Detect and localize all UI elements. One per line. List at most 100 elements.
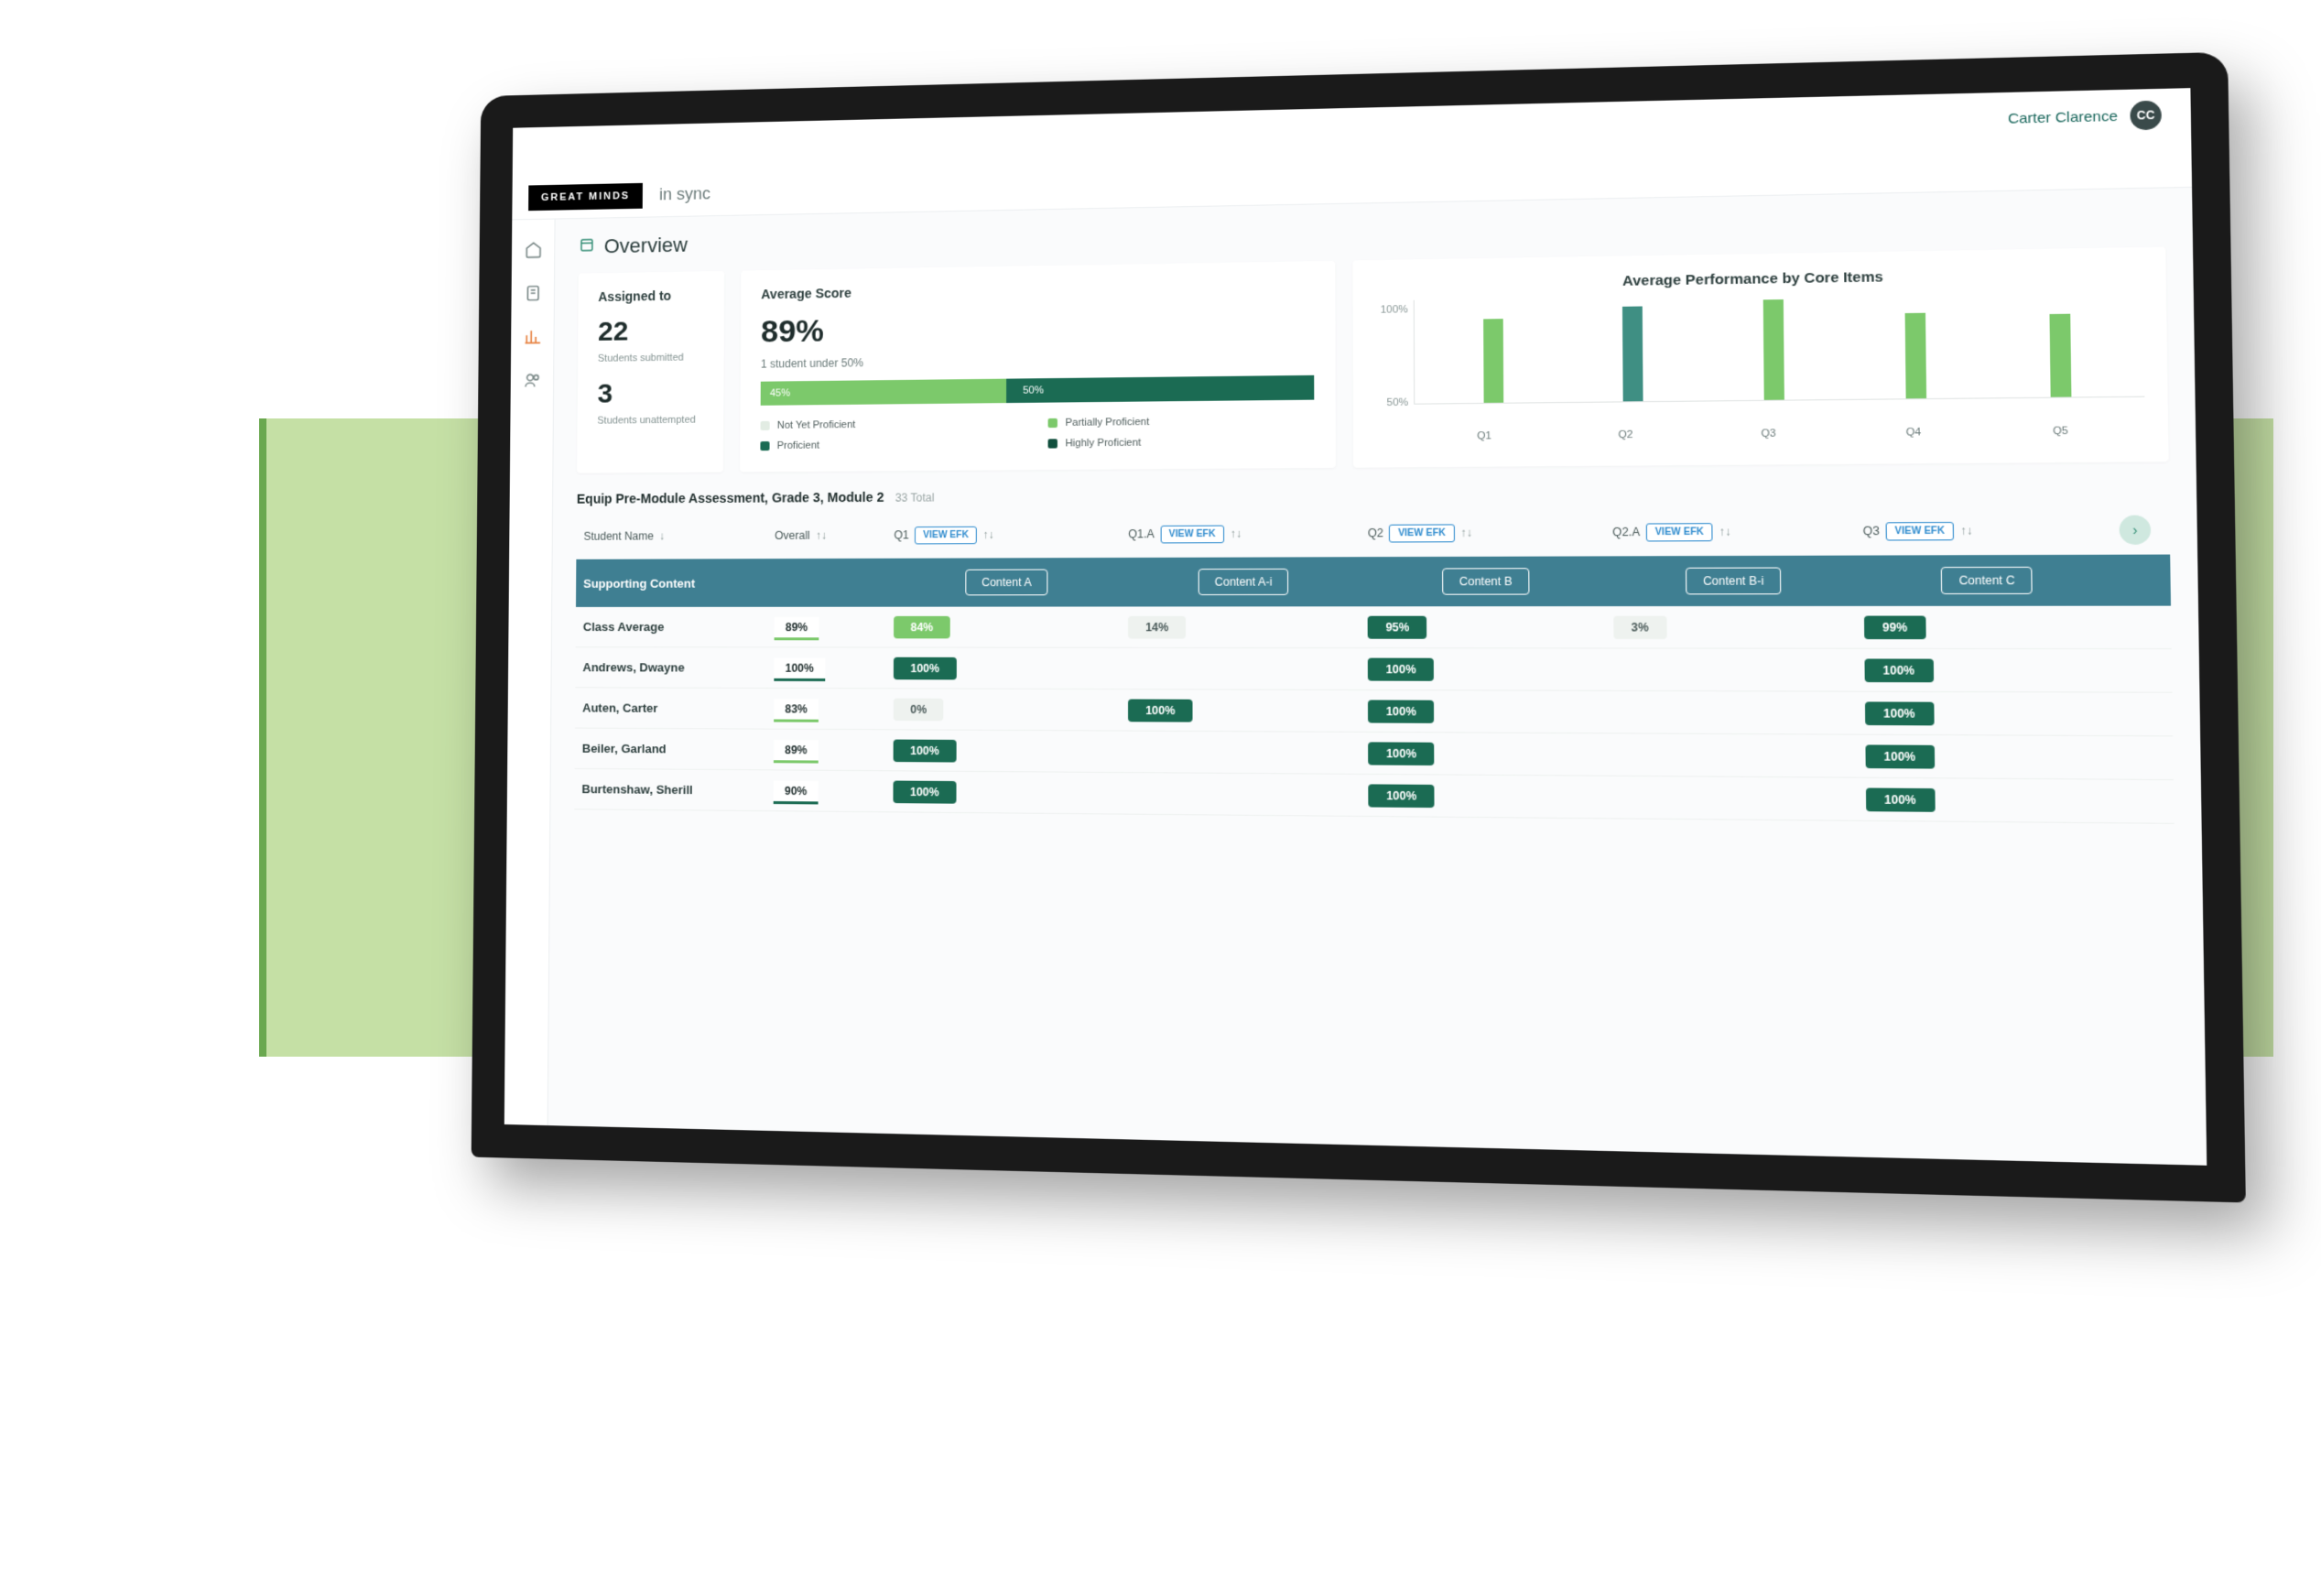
score-cell: 100% bbox=[894, 744, 1121, 759]
score-cell bbox=[1614, 798, 1858, 799]
score-cell: 100% bbox=[1864, 663, 2112, 679]
chart-bar bbox=[1622, 307, 1643, 402]
score-cell bbox=[1614, 755, 1857, 756]
sort-icon: ↑↓ bbox=[1719, 525, 1730, 538]
overview-icon bbox=[579, 235, 595, 259]
student-name[interactable]: Burtenshaw, Sherill bbox=[581, 782, 765, 798]
chart-x-label: Q1 bbox=[1477, 430, 1491, 442]
chart-bar bbox=[1483, 319, 1503, 403]
users-icon[interactable] bbox=[522, 371, 542, 391]
sidebar bbox=[504, 220, 556, 1126]
page-title-text: Overview bbox=[604, 233, 688, 259]
col-overall[interactable]: Overall↑↓ bbox=[775, 528, 886, 542]
student-name[interactable]: Andrews, Dwayne bbox=[582, 660, 766, 675]
view-efk-button[interactable]: VIEW EFK bbox=[1646, 523, 1713, 541]
chart-y-axis: 100%50% bbox=[1374, 300, 1414, 426]
score-cell: 100% bbox=[894, 661, 1121, 676]
score-cell: 0% bbox=[894, 702, 1121, 717]
table-title: Equip Pre-Module Assessment, Grade 3, Mo… bbox=[577, 482, 2169, 506]
document-icon[interactable] bbox=[523, 283, 543, 303]
chart-x-label: Q2 bbox=[1618, 429, 1632, 441]
chart-x-label: Q4 bbox=[1906, 427, 1922, 439]
content-button[interactable]: Content B bbox=[1442, 568, 1529, 594]
chart-title: Average Performance by Core Items bbox=[1374, 265, 2142, 293]
reports-icon[interactable] bbox=[522, 327, 542, 347]
score-cell: 84% bbox=[894, 620, 1121, 634]
home-icon[interactable] bbox=[523, 240, 543, 260]
avatar[interactable]: CC bbox=[2130, 101, 2162, 131]
score-cell: 100% bbox=[1866, 792, 2115, 809]
legend-item: Not Yet Proficient bbox=[761, 418, 1020, 431]
score-cell bbox=[1128, 793, 1361, 795]
sort-icon: ↑↓ bbox=[816, 529, 827, 542]
chart-bar bbox=[1762, 299, 1784, 400]
student-name[interactable]: Auten, Carter bbox=[582, 700, 766, 715]
sort-icon: ↑↓ bbox=[1230, 527, 1242, 541]
view-efk-button[interactable]: VIEW EFK bbox=[1885, 521, 1954, 540]
chart-bar bbox=[2050, 313, 2072, 396]
submitted-label: Students submitted bbox=[598, 352, 704, 364]
question-column[interactable]: Q2.A VIEW EFK ↑↓ bbox=[1612, 522, 1855, 541]
score-cell: 100% bbox=[1369, 746, 1607, 762]
performance-chart-card: Average Performance by Core Items 100%50… bbox=[1353, 247, 2169, 468]
legend-item: Proficient bbox=[760, 439, 1019, 452]
unattempted-label: Students unattempted bbox=[597, 415, 703, 427]
question-column[interactable]: Q3 VIEW EFK ↑↓ bbox=[1863, 521, 2111, 540]
sort-icon: ↑↓ bbox=[1960, 524, 1973, 537]
score-cell: 14% bbox=[1128, 620, 1360, 635]
overall-score: 83% bbox=[774, 701, 885, 716]
content-button[interactable]: Content B-i bbox=[1686, 568, 1781, 595]
question-column[interactable]: Q1 VIEW EFK ↑↓ bbox=[894, 526, 1120, 544]
score-card: Average Score 89% 1 student under 50% 45… bbox=[740, 261, 1336, 472]
brand-product: in sync bbox=[659, 184, 710, 204]
table-row: Andrews, Dwayne100%100%100%100% bbox=[575, 647, 2172, 693]
score-cell: 100% bbox=[1865, 706, 2114, 722]
content-button[interactable]: Content A bbox=[966, 570, 1048, 596]
table-column-headers: Student Name↓ Overall↑↓ Q1 VIEW EFK ↑↓ Q1… bbox=[576, 515, 2170, 559]
score-subtext: 1 student under 50% bbox=[761, 351, 1315, 371]
assigned-heading: Assigned to bbox=[598, 288, 704, 304]
main-content: Overview Assigned to 22 Students submitt… bbox=[548, 188, 2207, 1166]
content-button[interactable]: Content A-i bbox=[1198, 569, 1289, 595]
legend-item: Partially Proficient bbox=[1048, 415, 1315, 429]
student-name[interactable]: Class Average bbox=[583, 620, 767, 634]
score-cell: 100% bbox=[1368, 704, 1605, 720]
table-row: Class Average 89% 84% 14% 95% 3% 99% bbox=[576, 606, 2172, 650]
question-column[interactable]: Q1.A VIEW EFK ↑↓ bbox=[1128, 524, 1360, 543]
chart-x-label: Q3 bbox=[1761, 428, 1775, 440]
view-efk-button[interactable]: VIEW EFK bbox=[915, 526, 977, 544]
view-efk-button[interactable]: VIEW EFK bbox=[1389, 524, 1454, 542]
supporting-content-row: Supporting Content Content A Content A-i C… bbox=[576, 555, 2171, 607]
overall-score: 100% bbox=[774, 661, 885, 676]
score-cell: 100% bbox=[893, 785, 1120, 800]
sort-icon: ↑↓ bbox=[1460, 526, 1472, 539]
score-cell: 3% bbox=[1613, 620, 1856, 635]
scroll-next-button[interactable]: › bbox=[2119, 516, 2151, 545]
brand-logo: GREAT MINDS bbox=[528, 182, 643, 210]
legend-item: Highly Proficient bbox=[1048, 436, 1315, 450]
score-cell: 99% bbox=[1864, 620, 2112, 635]
student-name[interactable]: Beiler, Garland bbox=[582, 742, 766, 756]
chart-x-label: Q5 bbox=[2053, 425, 2068, 437]
score-progress-bar: 45% 50% bbox=[761, 375, 1315, 406]
score-cell: 95% bbox=[1368, 620, 1605, 635]
score-cell: 100% bbox=[1369, 788, 1607, 805]
col-student-name[interactable]: Student Name↓ bbox=[583, 529, 767, 543]
score-value: 89% bbox=[761, 307, 1315, 351]
supporting-label: Supporting Content bbox=[583, 576, 767, 590]
overall-score: 90% bbox=[774, 784, 886, 798]
user-name[interactable]: Carter Clarence bbox=[2008, 108, 2118, 127]
laptop-mockup: Carter Clarence CC GREAT MINDS in sync bbox=[439, 92, 2179, 1373]
assigned-card: Assigned to 22 Students submitted 3 Stud… bbox=[577, 271, 724, 473]
overall-score: 89% bbox=[775, 620, 886, 634]
sort-icon: ↑↓ bbox=[982, 528, 993, 541]
chart-bars bbox=[1414, 289, 2144, 405]
score-cell: 100% bbox=[1128, 703, 1361, 719]
content-button[interactable]: Content C bbox=[1941, 567, 2033, 594]
score-legend: Not Yet Proficient Partially Proficient Pr… bbox=[760, 415, 1314, 451]
view-efk-button[interactable]: VIEW EFK bbox=[1160, 525, 1224, 543]
chart-bar bbox=[1905, 312, 1926, 398]
question-column[interactable]: Q2 VIEW EFK ↑↓ bbox=[1368, 523, 1605, 542]
unattempted-count: 3 bbox=[597, 377, 703, 409]
score-heading: Average Score bbox=[761, 278, 1314, 302]
